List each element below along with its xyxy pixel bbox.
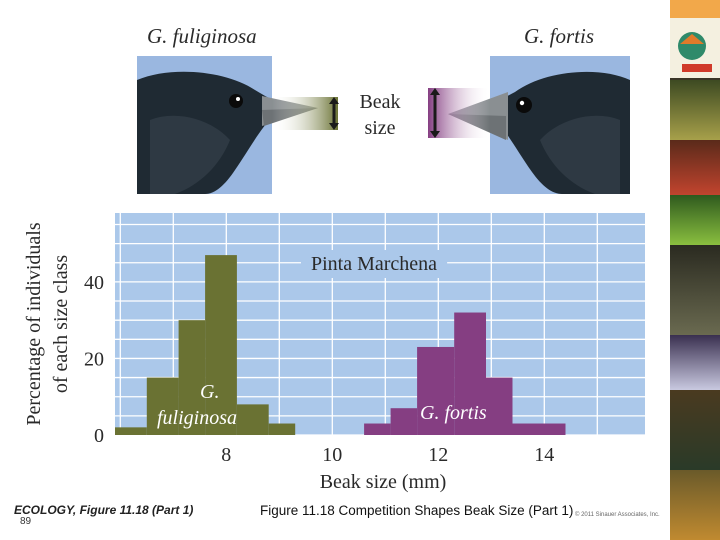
university-logo xyxy=(670,18,720,78)
fortis-bar xyxy=(512,423,566,435)
fuliginosa-bird-illustration xyxy=(137,71,318,194)
chart-title: Pinta Marchena xyxy=(311,253,437,275)
sidebar-photo-tree xyxy=(670,245,720,335)
fuliginosa-bar xyxy=(146,377,179,435)
fuliginosa-series-label-line1: G. xyxy=(200,381,219,403)
x-tick-label: 14 xyxy=(534,444,554,466)
fuliginosa-bar xyxy=(115,427,147,435)
chart-title-background xyxy=(300,250,448,278)
sidebar-photo-plant xyxy=(670,80,720,140)
slide-caption: Figure 11.18 Competition Shapes Beak Siz… xyxy=(260,503,574,518)
y-tick-label: 0 xyxy=(94,425,104,447)
fuliginosa-series-label-line2: fuliginosa xyxy=(157,407,237,429)
sidebar-photo-mushroom xyxy=(670,140,720,195)
x-tick-label: 8 xyxy=(221,444,231,466)
fuliginosa-beak-band xyxy=(272,97,338,130)
book-figure-label: ECOLOGY, Figure 11.18 (Part 1) xyxy=(14,503,194,517)
fortis-beak-band xyxy=(428,88,490,138)
y-axis-label: Percentage of individuals of each size c… xyxy=(23,222,72,425)
fortis-series-label: G. fortis xyxy=(420,402,487,424)
right-species-label: G. fortis xyxy=(524,24,594,48)
fuliginosa-beak-arrow-icon xyxy=(329,97,339,130)
fortis-bar xyxy=(486,377,513,435)
decorative-sidebar xyxy=(670,0,720,540)
y-axis-label-line2: of each size class xyxy=(50,255,72,393)
y-tick-label: 20 xyxy=(84,348,104,370)
copyright-notice: © 2011 Sinauer Associates, Inc. xyxy=(575,512,660,518)
axis-ticks: 8 10 12 14 0 20 40 xyxy=(84,272,554,466)
x-axis-label: Beak size (mm) xyxy=(320,471,447,493)
x-tick-label: 12 xyxy=(428,444,448,466)
beak-label-line2: size xyxy=(364,117,395,139)
sidebar-photo-leaf xyxy=(670,470,720,540)
fortis-bar xyxy=(390,408,418,435)
fortis-bar xyxy=(364,423,391,435)
fortis-bar xyxy=(417,346,455,435)
sidebar-photo-frog xyxy=(670,195,720,245)
fuliginosa-bar xyxy=(236,404,269,435)
beak-label-line1: Beak xyxy=(359,91,400,113)
chart: 8 10 12 14 0 20 40 Pinta Marchena G. fuliginos… xyxy=(23,213,645,493)
fortis-bar xyxy=(454,312,486,435)
fortis-beak-arrow-icon xyxy=(430,88,440,138)
histogram-bars xyxy=(115,255,566,435)
fuliginosa-bar xyxy=(178,320,206,435)
left-species-label: G. fuliginosa xyxy=(147,24,257,48)
sidebar-photo-lizard xyxy=(670,390,720,470)
sidebar-accent-bar xyxy=(670,0,720,18)
x-tick-label: 10 xyxy=(322,444,342,466)
fuliginosa-bar xyxy=(268,423,296,435)
fuliginosa-bar xyxy=(205,255,237,435)
y-tick-label: 40 xyxy=(84,272,104,294)
sidebar-photo-flower xyxy=(670,335,720,390)
y-axis-label-line1: Percentage of individuals xyxy=(23,222,45,425)
slide-number: 89 xyxy=(20,516,32,527)
